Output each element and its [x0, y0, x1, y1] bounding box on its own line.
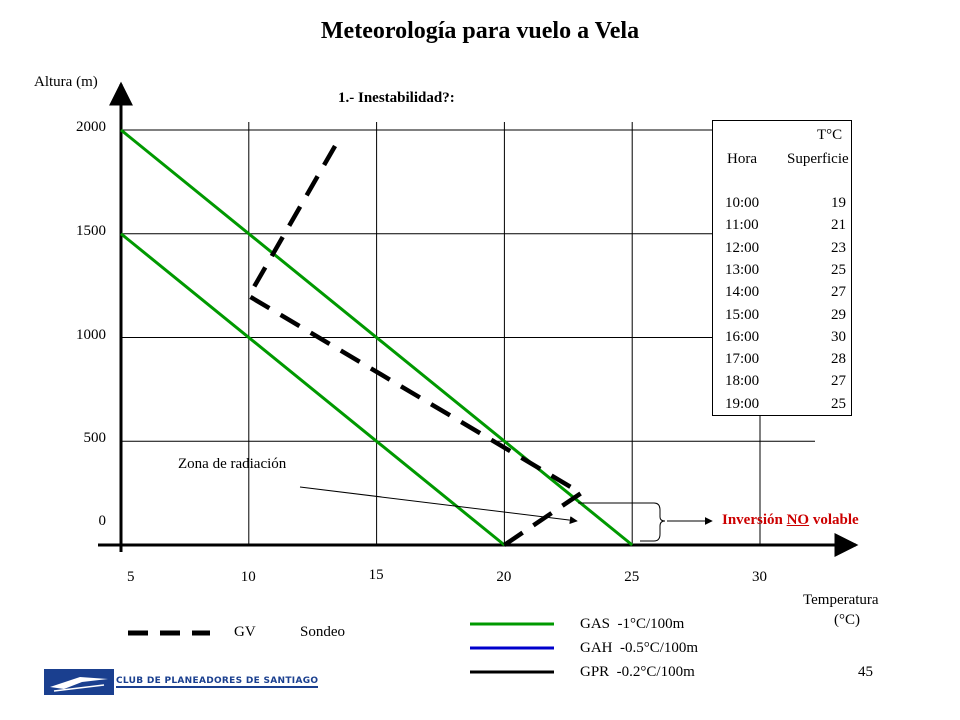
- table-row: 10:00 19: [713, 195, 853, 217]
- y-tick-label: 0: [98, 513, 107, 529]
- legend-sondeo-label: Sondeo: [300, 624, 345, 640]
- x-tick-label: 30: [752, 569, 767, 585]
- legend-gah-label: GAH -0.5°C/100m: [580, 640, 699, 656]
- annotations: [299, 486, 713, 542]
- x-tick-label: 25: [624, 569, 640, 585]
- table-row: 16:00 30: [713, 329, 853, 351]
- table-header-superficie: Superficie: [787, 151, 849, 167]
- club-logo: [44, 669, 114, 695]
- x-axis-label-line2: (°C): [834, 612, 860, 628]
- table-cell-hora: 13:00: [725, 261, 760, 278]
- y-axis-label: Altura (m): [34, 74, 98, 90]
- y-tick-label: 1500: [76, 222, 106, 239]
- table-cell-temp: 29: [831, 306, 846, 323]
- table-row: 13:00 25: [713, 262, 853, 284]
- axes: [98, 81, 859, 557]
- table-cell-hora: 16:00: [725, 328, 760, 345]
- y-tick-label: 1000: [76, 326, 106, 343]
- table-cell-temp: 19: [831, 195, 846, 211]
- table-cell-hora: 14:00: [725, 284, 760, 301]
- table-row: 15:00 29: [713, 307, 853, 329]
- page-number: 45: [858, 664, 873, 680]
- table-row: 11:00 21: [713, 217, 853, 239]
- x-tick-label: 20: [496, 569, 512, 585]
- table-cell-temp: 30: [831, 328, 846, 345]
- y-tick-label: 2000: [76, 119, 106, 135]
- table-cell-temp: 27: [831, 284, 846, 301]
- series-line-sondeo-2: [245, 139, 586, 547]
- inversion-label-pre: Inversión: [722, 512, 787, 528]
- inversion-label: Inversión NO volable: [722, 512, 859, 529]
- page-title: Meteorología para vuelo a Vela: [320, 18, 640, 44]
- table-cell-temp: 27: [831, 373, 846, 390]
- chart-subtitle: 1.- Inestabilidad?:: [338, 90, 455, 106]
- table-cell-temp: 23: [831, 239, 846, 256]
- table-cell-hora: 15:00: [725, 306, 760, 323]
- table-row: 17:00 28: [713, 351, 853, 373]
- gridlines: [121, 122, 815, 545]
- y-tick-label: 500: [83, 430, 107, 447]
- inversion-label-no: NO: [786, 512, 810, 528]
- table-row: 14:00 27: [713, 284, 853, 306]
- hourly-temperature-table: T°C Hora Superficie 10:00 19 11:00 21 12:00 2…: [712, 120, 852, 416]
- table-cell-temp: 28: [831, 351, 846, 368]
- legend-gas-label: GAS -1°C/100m: [580, 616, 685, 632]
- glider-logo-icon: [44, 669, 114, 695]
- x-tick-label: 5: [127, 569, 135, 585]
- series-line-gas-1: [120, 128, 634, 547]
- table-cell-hora: 18:00: [725, 373, 760, 390]
- x-tick-label: 10: [240, 569, 256, 585]
- series-group: [120, 128, 634, 547]
- club-name: CLUB DE PLANEADORES DE SANTIAGO: [116, 676, 319, 688]
- legend-lines: [128, 622, 554, 674]
- table-cell-temp: 21: [831, 217, 846, 234]
- table-header-hora: Hora: [727, 151, 757, 167]
- inversion-bracket: [578, 502, 666, 542]
- table-cell-hora: 17:00: [725, 351, 760, 368]
- table-header-temp: T°C: [817, 127, 843, 143]
- table-row: 19:00 25: [713, 396, 853, 418]
- table-cell-hora: 19:00: [725, 395, 760, 412]
- x-tick-label: 15: [368, 567, 384, 583]
- inversion-label-post: volable: [809, 512, 859, 528]
- table-cell-hora: 12:00: [725, 239, 760, 256]
- table-cell-temp: 25: [831, 395, 846, 412]
- table-cell-hora: 10:00: [725, 195, 760, 211]
- legend-gpr-label: GPR -0.2°C/100m: [580, 664, 695, 680]
- radiation-arrow: [299, 486, 578, 525]
- table-cell-temp: 25: [831, 261, 846, 278]
- legend-gv-label: GV: [234, 624, 256, 640]
- radiation-zone-label: Zona de radiación: [178, 456, 287, 472]
- table-row: 12:00 23: [713, 240, 853, 262]
- series-line-gas-0: [120, 232, 506, 547]
- x-axis-label-line1: Temperatura: [803, 592, 879, 608]
- table-row: 18:00 27: [713, 373, 853, 395]
- table-cell-hora: 11:00: [725, 217, 759, 234]
